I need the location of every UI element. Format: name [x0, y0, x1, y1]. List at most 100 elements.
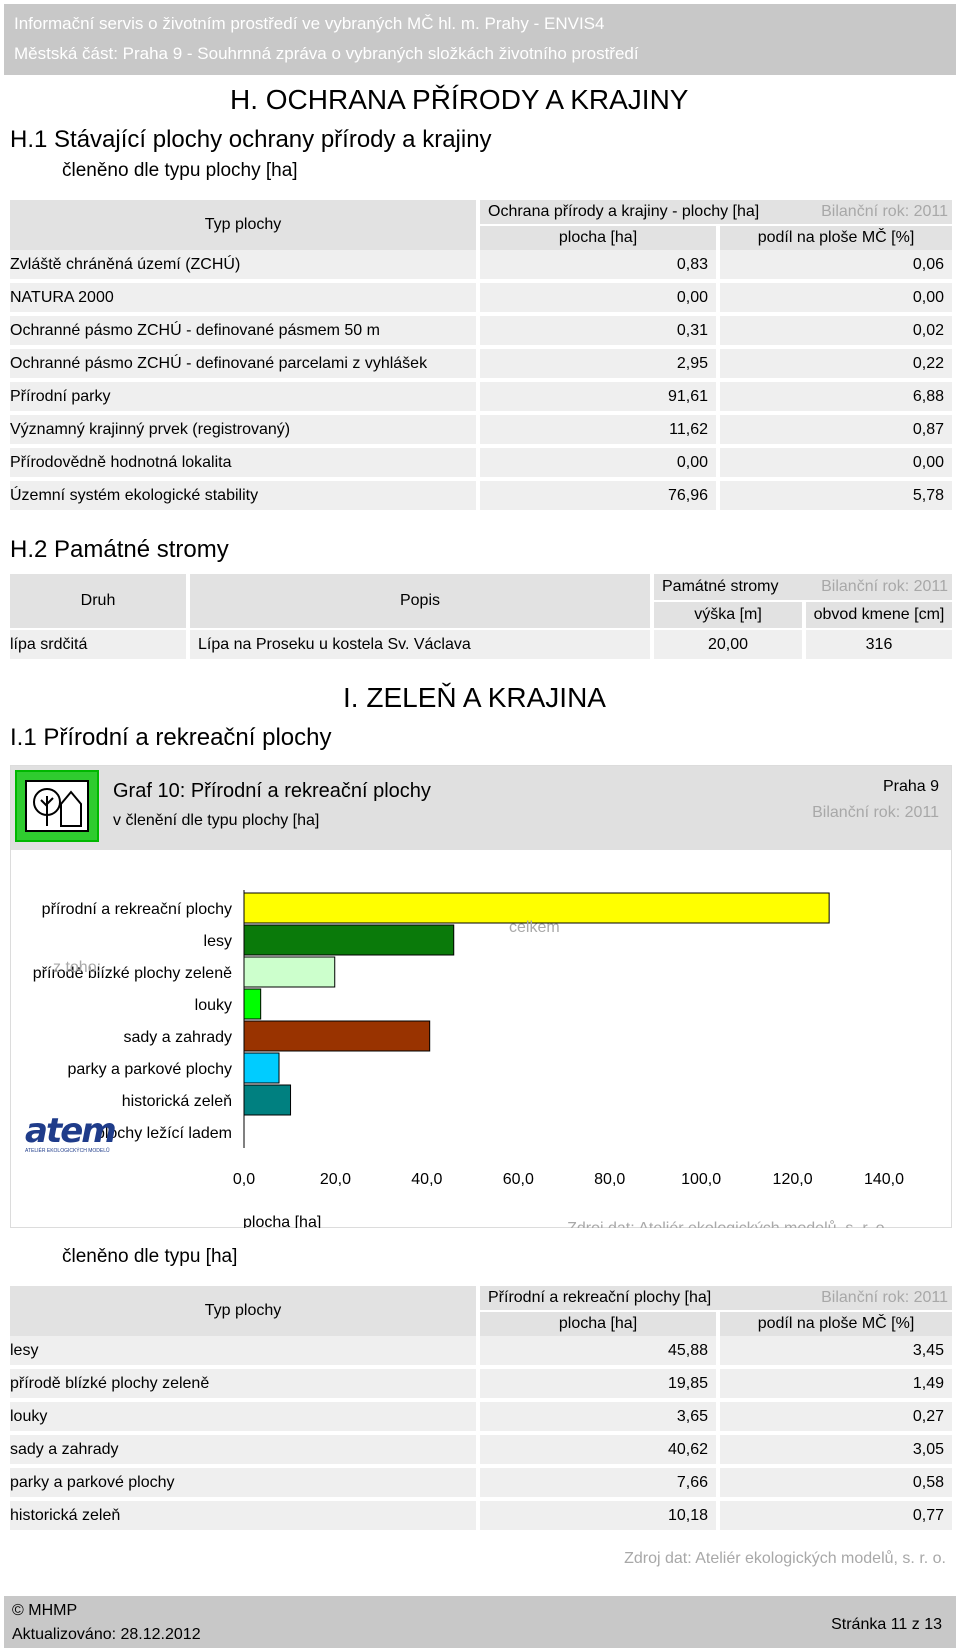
row-share: 0,00 — [720, 283, 952, 312]
table-row: Přírodovědně hodnotná lokalita 0,00 0,00 — [10, 448, 952, 477]
tree-height: 20,00 — [654, 630, 802, 659]
table-row: lesy 45,88 3,45 — [10, 1336, 952, 1365]
category-label: plochy ležící ladem — [96, 1125, 232, 1142]
row-area: 2,95 — [480, 349, 716, 378]
col-share-header: podíl na ploše MČ [%] — [720, 1312, 952, 1336]
row-name: Územní systém ekologické stability — [10, 481, 476, 510]
park-icon-frame — [25, 780, 89, 832]
trees-group-label: Památné stromy — [662, 578, 779, 595]
group-header: Přírodní a rekreační plochy [ha] Bilančn… — [480, 1286, 952, 1310]
chart-subtitle: v členění dle typu plochy [ha] — [113, 812, 320, 829]
row-name: Významný krajinný prvek (registrovaný) — [10, 415, 476, 444]
row-name: přírodě blízké plochy zeleně — [10, 1369, 476, 1398]
table-row: Ochranné pásmo ZCHÚ - definované pásmem … — [10, 316, 952, 345]
total-label: celkem — [509, 919, 560, 936]
table-source: Zdroj dat: Ateliér ekologických modelů, … — [624, 1550, 946, 1567]
category-label: sady a zahrady — [123, 1029, 232, 1046]
bar-2 — [243, 956, 336, 988]
trees-group-header: Památné stromy Bilanční rok: 2011 — [654, 574, 952, 600]
chart-panel: Graf 10: Přírodní a rekreační plochy v č… — [10, 765, 952, 1228]
row-share: 0,00 — [720, 448, 952, 477]
x-tick-label: 140,0 — [864, 1171, 904, 1188]
h2-title: H.2 Památné stromy — [10, 536, 229, 563]
chart-header: Graf 10: Přírodní a rekreační plochy v č… — [11, 766, 951, 850]
row-share: 0,22 — [720, 349, 952, 378]
chart-area: Praha 9 — [882, 778, 939, 795]
chart-title: Graf 10: Přírodní a rekreační plochy — [113, 780, 431, 802]
tree-house-icon — [33, 788, 82, 827]
chart-svg: přírodní a rekreační plochy lesy přírodě b… — [33, 890, 904, 1228]
atem-logo-sub: ATELIÉR EKOLOGICKÝCH MODELŮ — [25, 1148, 110, 1154]
col-area-header: plocha [ha] — [480, 1312, 716, 1336]
col-type-header: Typ plochy — [10, 1286, 476, 1336]
atem-logo-text: atem — [25, 1111, 117, 1151]
row-name: louky — [10, 1402, 476, 1431]
x-tick-label: 100,0 — [681, 1171, 721, 1188]
col-share-header: podíl na ploše MČ [%] — [720, 226, 952, 250]
year-label: Bilanční rok: 2011 — [821, 1289, 948, 1306]
col-area-header: plocha [ha] — [480, 226, 716, 250]
x-tick-label: 80,0 — [594, 1171, 625, 1188]
row-name: Přírodovědně hodnotná lokalita — [10, 448, 476, 477]
header-line-2: Městská část: Praha 9 - Souhrnná zpráva … — [14, 44, 639, 63]
tree-desc: Lípa na Proseku u kostela Sv. Václava — [190, 630, 650, 659]
x-tick-label: 0,0 — [233, 1171, 255, 1188]
col-girth-header: obvod kmene [cm] — [806, 602, 952, 628]
protection-table: Typ plochy Ochrana přírody a krajiny - p… — [10, 200, 952, 520]
category-label: přírodě blízké plochy zeleně — [33, 965, 232, 982]
row-area: 45,88 — [480, 1336, 716, 1365]
row-share: 0,58 — [720, 1468, 952, 1497]
row-name: sady a zahrady — [10, 1435, 476, 1464]
row-name: lesy — [10, 1336, 476, 1365]
group-header-label: Ochrana přírody a krajiny - plochy [ha] — [488, 203, 760, 220]
row-share: 5,78 — [720, 481, 952, 510]
row-name: Ochranné pásmo ZCHÚ - definované parcela… — [10, 349, 476, 378]
table-row: Ochranné pásmo ZCHÚ - definované parcela… — [10, 349, 952, 378]
row-name: Přírodní parky — [10, 382, 476, 411]
row-area: 0,00 — [480, 283, 716, 312]
row-name: historická zeleň — [10, 1501, 476, 1530]
category-label: přírodní a rekreační plochy — [42, 901, 232, 918]
table-row: Zvláště chráněná území (ZCHÚ) 0,83 0,06 — [10, 250, 952, 279]
row-area: 0,00 — [480, 448, 716, 477]
trees-year-label: Bilanční rok: 2011 — [821, 578, 948, 595]
table-row: louky 3,65 0,27 — [10, 1402, 952, 1431]
tree-girth: 316 — [806, 630, 952, 659]
trees-table: Druh Popis Památné stromy Bilanční rok: … — [10, 574, 952, 660]
row-area: 0,83 — [480, 250, 716, 279]
footer-copyright: © MHMP — [12, 1602, 78, 1619]
i1-title: I.1 Přírodní a rekreační plochy — [10, 724, 332, 751]
table-row: historická zeleň 10,18 0,77 — [10, 1501, 952, 1530]
table-row: parky a parkové plochy 7,66 0,58 — [10, 1468, 952, 1497]
table-row: přírodě blízké plochy zeleně 19,85 1,49 — [10, 1369, 952, 1398]
row-share: 0,87 — [720, 415, 952, 444]
h1-title: H.1 Stávající plochy ochrany přírody a k… — [10, 126, 492, 153]
bar-4 — [243, 1020, 431, 1052]
group-header-label: Přírodní a rekreační plochy [ha] — [488, 1289, 712, 1306]
col-desc-header: Popis — [190, 574, 650, 628]
row-share: 0,06 — [720, 250, 952, 279]
park-icon — [15, 770, 99, 842]
col-type-header: Typ plochy — [10, 200, 476, 250]
row-share: 3,05 — [720, 1435, 952, 1464]
bar-3 — [243, 988, 262, 1020]
row-share: 6,88 — [720, 382, 952, 411]
row-share: 0,27 — [720, 1402, 952, 1431]
atem-logo: atem ATELIÉR EKOLOGICKÝCH MODELŮ — [25, 1114, 125, 1158]
category-label: historická zeleň — [122, 1093, 232, 1110]
page-footer: © MHMP Aktualizováno: 28.12.2012 Stránka… — [4, 1596, 956, 1648]
bar-6 — [243, 1084, 292, 1116]
x-axis-label: plocha [ha] — [243, 1214, 321, 1228]
row-area: 0,31 — [480, 316, 716, 345]
row-area: 7,66 — [480, 1468, 716, 1497]
row-name: Zvláště chráněná území (ZCHÚ) — [10, 250, 476, 279]
x-tick-label: 60,0 — [503, 1171, 534, 1188]
table-row: Přírodní parky 91,61 6,88 — [10, 382, 952, 411]
recreation-table: Typ plochy Přírodní a rekreační plochy [… — [10, 1286, 952, 1546]
row-share: 1,49 — [720, 1369, 952, 1398]
page-header: Informační servis o životním prostředí v… — [4, 4, 956, 75]
bar-1 — [243, 924, 455, 956]
year-label: Bilanční rok: 2011 — [821, 203, 948, 220]
col-height-header: výška [m] — [654, 602, 802, 628]
row-name: NATURA 2000 — [10, 283, 476, 312]
